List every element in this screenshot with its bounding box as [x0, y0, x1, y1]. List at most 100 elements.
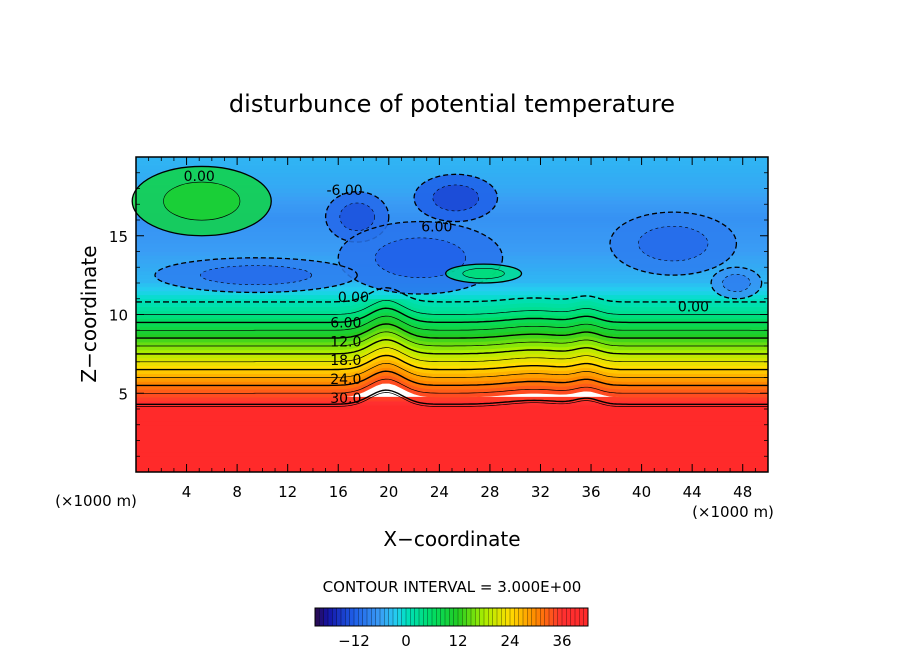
x-axis-ticks: 4 8 12 16 20 24 28 32 36 40 44 48 [148, 157, 756, 501]
y-axis-ticks: 5 10 15 [109, 172, 768, 457]
colorbar-tick-label: 36 [552, 632, 571, 650]
fill-band [135, 420, 769, 426]
colorbar-cell [453, 607, 459, 627]
colorbar-cell [384, 607, 390, 627]
colorbar-tick-label: −12 [338, 632, 370, 650]
contour-interval-text: CONTOUR INTERVAL = 3.000E+00 [323, 578, 582, 596]
y-axis-label: Z−coordinate [77, 245, 101, 382]
x-tick-label: 48 [733, 483, 752, 501]
colorbar-cell [436, 607, 442, 627]
colorbar-cell [470, 607, 476, 627]
y-tick-label: 10 [109, 307, 128, 325]
contour-line [136, 378, 768, 394]
contour-label: 24.0 [330, 372, 361, 388]
colorbar-cell [496, 607, 502, 627]
colorbar-cell [527, 607, 533, 627]
contour-label: 0.00 [184, 169, 215, 185]
colorbar-cell [566, 607, 572, 627]
colorbar-cell [362, 607, 368, 627]
x-tick-label: 32 [531, 483, 550, 501]
colorbar-cell [418, 607, 424, 627]
fill-band [135, 412, 769, 418]
colorbar-cell [475, 607, 481, 627]
temperature-fill [135, 156, 769, 473]
colorbar-cell [466, 607, 472, 627]
fill-band [135, 463, 769, 469]
colorbar-cell [579, 607, 585, 627]
colorbar-cell [388, 607, 394, 627]
contour-label: -6.00 [326, 183, 362, 199]
colorbar-cell [514, 607, 520, 627]
contour-label: 6.00 [330, 315, 361, 331]
colorbar-cell [449, 607, 455, 627]
colorbar-cell [440, 607, 446, 627]
x-tick-label: 40 [632, 483, 651, 501]
colorbar-cell [431, 607, 437, 627]
x-tick-label: 24 [430, 483, 449, 501]
colorbar-cell [401, 607, 407, 627]
colorbar [314, 607, 589, 627]
colorbar-cell [314, 607, 320, 627]
fill-band [135, 408, 769, 414]
colorbar-cell [340, 607, 346, 627]
colorbar-cell [522, 607, 528, 627]
colorbar-cell [544, 607, 550, 627]
colorbar-cell [345, 607, 351, 627]
contour-label: 12.0 [330, 334, 361, 350]
colorbar-tick-label: 12 [448, 632, 467, 650]
x-tick-label: 16 [329, 483, 348, 501]
colorbar-ticks: −12 0 12 24 36 [338, 632, 571, 650]
colorbar-cell [397, 607, 403, 627]
fill-band [135, 459, 769, 465]
x-tick-label: 20 [379, 483, 398, 501]
anomaly-core [374, 237, 466, 279]
y-tick-label: 15 [109, 228, 128, 246]
colorbar-cell [553, 607, 559, 627]
fill-band [135, 160, 769, 166]
contour-line [136, 338, 768, 355]
anomaly-core [722, 274, 751, 292]
colorbar-cell [531, 607, 537, 627]
anomaly-core [638, 226, 709, 262]
colorbar-cell [327, 607, 333, 627]
colorbar-cell [392, 607, 398, 627]
fill-band [135, 440, 769, 445]
contour-label: 30.0 [330, 391, 361, 407]
colorbar-cell [371, 607, 377, 627]
x-unit-label: (×1000 m) [692, 503, 774, 521]
colorbar-cell [570, 607, 576, 627]
x-tick-label: 12 [278, 483, 297, 501]
colorbar-cell [561, 607, 567, 627]
fill-band [135, 455, 769, 461]
colorbar-cell [414, 607, 420, 627]
contour-line [136, 354, 768, 371]
colorbar-cell [323, 607, 329, 627]
colorbar-cell [535, 607, 541, 627]
y-unit-label: (×1000 m) [55, 492, 137, 510]
contour-line [136, 347, 768, 363]
colorbar-cell [488, 607, 494, 627]
colorbar-cell [379, 607, 385, 627]
fill-band [135, 428, 769, 433]
fill-band [135, 451, 769, 457]
contour-label: 18.0 [330, 353, 361, 369]
x-tick-label: 4 [182, 483, 192, 501]
contour-label: 0.00 [338, 290, 369, 306]
x-axis-label: X−coordinate [383, 527, 520, 551]
colorbar-cell [479, 607, 485, 627]
colorbar-cell [457, 607, 463, 627]
colorbar-cell [375, 607, 381, 627]
anomaly-core [432, 184, 480, 212]
contour-line [136, 331, 768, 347]
x-tick-label: 8 [232, 483, 242, 501]
anomaly-core [462, 268, 505, 280]
colorbar-cell [557, 607, 563, 627]
colorbar-cell [353, 607, 359, 627]
colorbar-cell [574, 607, 580, 627]
anomaly-core [339, 202, 375, 232]
colorbar-cell [423, 607, 429, 627]
contour-labels: 0.00 -6.00 6.00 0.00 0.00 6.00 12.0 18.0 24.0 30.… [184, 169, 709, 407]
fill-band [135, 424, 769, 430]
anomaly-regions [131, 165, 763, 300]
